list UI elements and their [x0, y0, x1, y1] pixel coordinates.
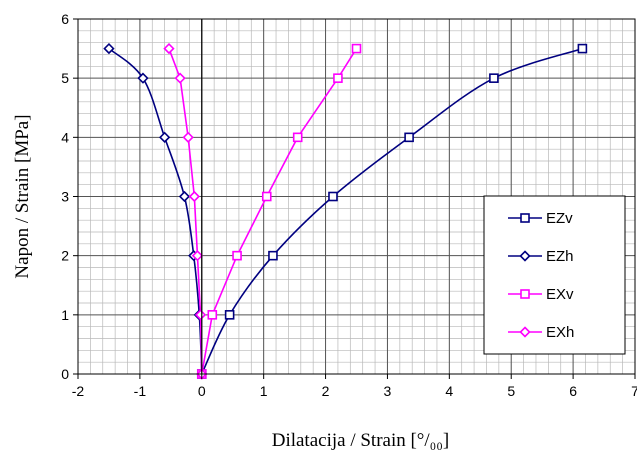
x-tick-label: 3 — [384, 383, 392, 399]
data-point-ezv — [224, 310, 235, 320]
data-point-exv — [261, 191, 272, 202]
y-tick-label: 6 — [61, 11, 69, 27]
data-point-ezv — [404, 132, 414, 143]
data-point-ezh — [137, 72, 149, 84]
x-axis-title: Dilatacija / Strain [°/₀₀] — [272, 430, 450, 450]
y-tick-label: 1 — [61, 307, 69, 323]
y-tick-label: 4 — [61, 129, 69, 145]
y-tick-label: 2 — [61, 248, 69, 264]
data-point-exv — [232, 250, 242, 261]
x-tick-label: 2 — [322, 383, 330, 399]
legend-marker-ezv — [520, 213, 530, 223]
data-point-exv — [333, 73, 343, 83]
legend-item-exh: EXh — [508, 324, 574, 341]
x-tick-label: 0 — [198, 383, 206, 399]
x-tick-label: -1 — [134, 383, 147, 399]
data-point-exh — [188, 190, 200, 203]
x-tick-label: -2 — [72, 383, 85, 399]
y-tick-label: 3 — [61, 189, 69, 205]
y-tick-label: 5 — [61, 70, 69, 86]
series-exh — [163, 42, 208, 380]
data-point-ezv — [577, 43, 588, 54]
data-point-ezv — [328, 191, 338, 202]
data-point-exh — [163, 42, 175, 55]
data-point-exh — [182, 131, 194, 143]
y-axis-title: Napon / Strain [MPa] — [12, 114, 33, 278]
data-point-exh — [191, 250, 204, 262]
series-group — [103, 42, 588, 380]
x-tick-label: 4 — [445, 383, 453, 399]
series-exv — [196, 43, 362, 379]
x-tick-label: 7 — [631, 383, 637, 399]
data-point-exv — [292, 132, 303, 143]
data-point-exv — [351, 43, 362, 54]
legend: EZv EZh EXv EXh — [483, 195, 626, 355]
y-tick-label: 0 — [61, 366, 69, 382]
x-tick-label: 6 — [569, 383, 577, 399]
tick-labels: -2 -1 0 1 2 3 4 5 6 7 0 1 2 3 4 5 6 — [61, 11, 637, 399]
data-point-ezh — [178, 190, 191, 203]
legend-marker-ezh — [519, 250, 531, 262]
data-point-exh — [194, 309, 207, 321]
x-tick-label: 5 — [507, 383, 515, 399]
data-point-ezh — [159, 131, 171, 143]
data-point-ezh — [103, 42, 115, 55]
legend-item-ezv: EZv — [508, 210, 573, 227]
legend-marker-exh — [519, 326, 531, 338]
legend-item-exv: EXv — [508, 286, 574, 303]
legend-label-exv: EXv — [546, 286, 574, 303]
x-tick-label: 1 — [260, 383, 268, 399]
legend-marker-exv — [520, 289, 530, 299]
data-point-exv — [207, 310, 218, 320]
legend-label-ezh: EZh — [546, 248, 574, 265]
legend-label-ezv: EZv — [546, 210, 573, 227]
legend-box — [483, 195, 626, 355]
legend-label-exh: EXh — [546, 324, 574, 341]
legend-item-ezh: EZh — [508, 248, 574, 265]
data-point-ezv — [268, 250, 278, 261]
data-point-ezv — [489, 73, 499, 83]
data-point-exh — [174, 72, 186, 84]
